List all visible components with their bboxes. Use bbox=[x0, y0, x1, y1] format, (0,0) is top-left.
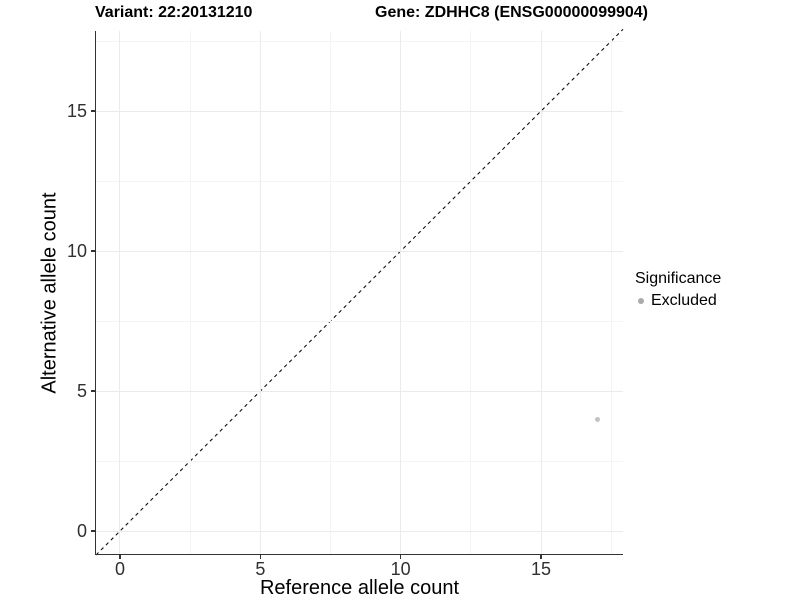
x-tick-label: 10 bbox=[390, 559, 411, 579]
legend-item-label: Excluded bbox=[651, 292, 717, 309]
gridline-minor-vertical bbox=[330, 31, 332, 554]
y-tick-label: 10 bbox=[66, 241, 87, 262]
gridline-major-horizontal bbox=[96, 250, 623, 252]
gridline-minor-horizontal bbox=[96, 460, 623, 462]
y-tick-mark bbox=[91, 110, 96, 112]
gridline-major-vertical bbox=[259, 31, 261, 554]
gridline-minor-vertical bbox=[470, 31, 472, 554]
legend-title: Significance bbox=[635, 270, 722, 287]
x-tick-mark bbox=[259, 554, 262, 559]
x-tick-mark bbox=[399, 554, 402, 559]
x-tick-label: 5 bbox=[255, 559, 266, 579]
x-tick-mark bbox=[119, 554, 121, 559]
x-axis-title: Reference allele count bbox=[259, 577, 459, 599]
plot-panel bbox=[95, 28, 624, 556]
x-tick-label: 15 bbox=[531, 559, 552, 579]
y-tick-mark bbox=[91, 390, 96, 392]
gridline-major-vertical bbox=[540, 31, 542, 554]
gridline-major-horizontal bbox=[96, 390, 623, 392]
gridline-minor-vertical bbox=[189, 31, 191, 554]
y-tick-label: 0 bbox=[76, 521, 87, 542]
identity-dashed-line bbox=[95, 28, 624, 556]
y-tick-mark bbox=[91, 530, 96, 532]
data-point bbox=[594, 416, 600, 422]
y-tick-mark bbox=[91, 250, 96, 252]
legend-item-excluded: Excluded bbox=[635, 290, 721, 311]
x-tick-mark bbox=[540, 554, 542, 559]
legend: Significance Excluded bbox=[635, 268, 721, 311]
legend-point-icon bbox=[638, 297, 644, 304]
gridline-minor-horizontal bbox=[96, 180, 623, 182]
y-tick-label: 5 bbox=[76, 381, 87, 402]
x-axis-line bbox=[95, 554, 623, 556]
gridline-major-vertical bbox=[119, 31, 121, 554]
gridline-minor-horizontal bbox=[96, 320, 623, 322]
y-axis-line bbox=[95, 31, 97, 555]
y-axis-title: Alternative allele count bbox=[38, 192, 61, 394]
x-tick-label: 0 bbox=[114, 559, 125, 579]
gridline-minor-vertical bbox=[610, 31, 612, 554]
gridline-major-vertical bbox=[400, 31, 402, 554]
gridline-minor-horizontal bbox=[96, 40, 623, 42]
gridline-major-horizontal bbox=[96, 110, 623, 112]
y-tick-label: 15 bbox=[66, 101, 87, 122]
gridline-major-horizontal bbox=[96, 530, 623, 532]
plot-title-gene: Gene: ZDHHC8 (ENSG00000099904) bbox=[375, 4, 649, 21]
plot-title-variant: Variant: 22:20131210 bbox=[95, 4, 253, 21]
